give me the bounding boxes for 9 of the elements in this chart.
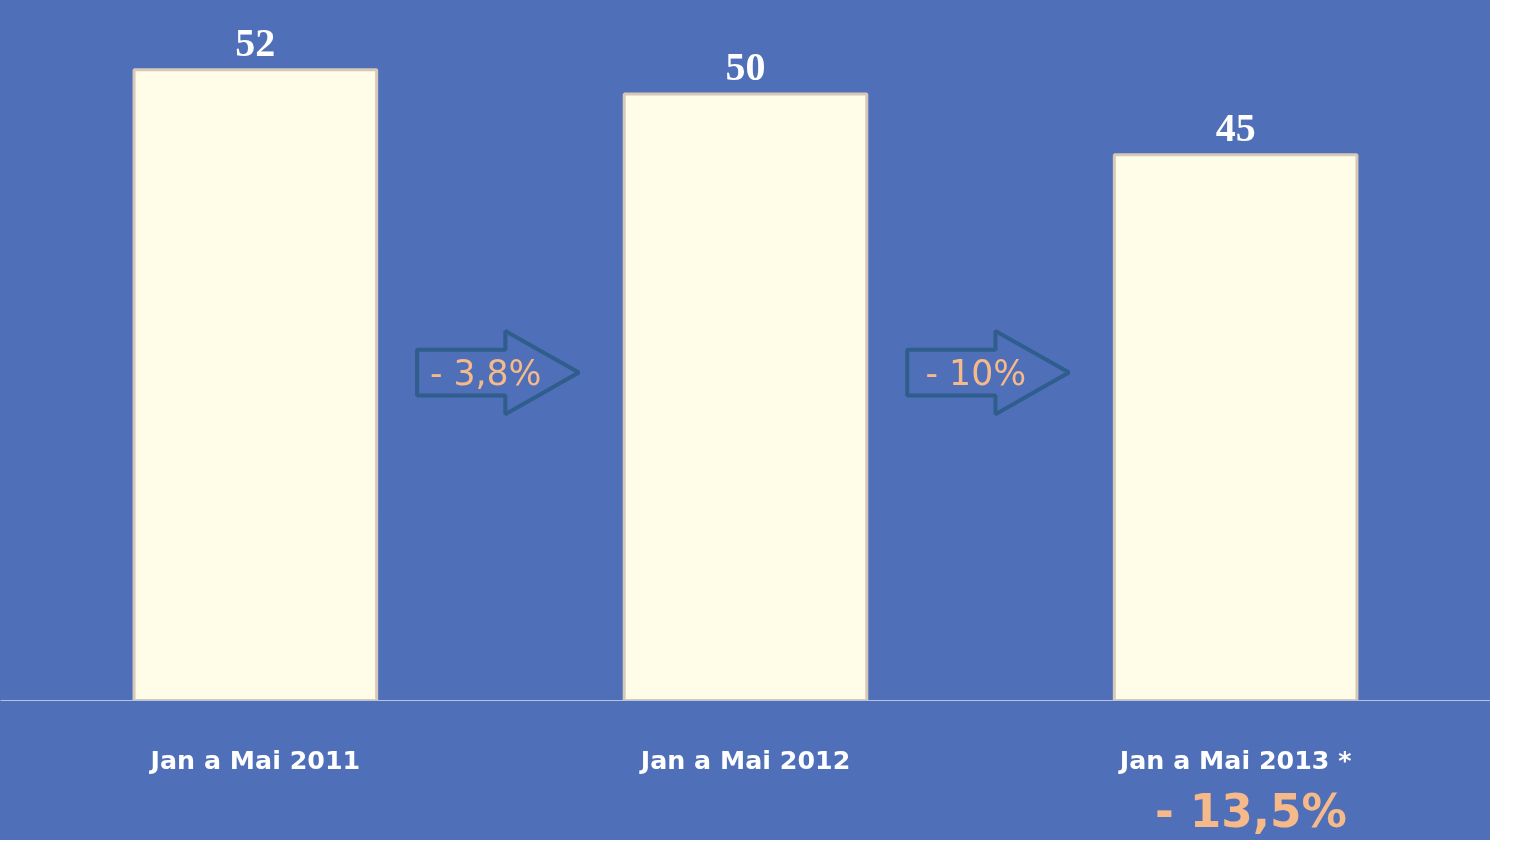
annotation: - 3,8%: [429, 352, 542, 393]
x-tick-label: Jan a Mai 2012: [638, 744, 851, 775]
data-label: 45: [1215, 104, 1256, 150]
x-tick-label: Jan a Mai 2013 *: [1117, 744, 1352, 775]
annotation: - 10%: [925, 352, 1027, 393]
data-label: 50: [725, 44, 766, 90]
text: - 13,5%: [1155, 784, 1347, 840]
x-tick-label: Jan a Mai 2011: [148, 744, 361, 775]
data-label: 52: [235, 19, 276, 65]
